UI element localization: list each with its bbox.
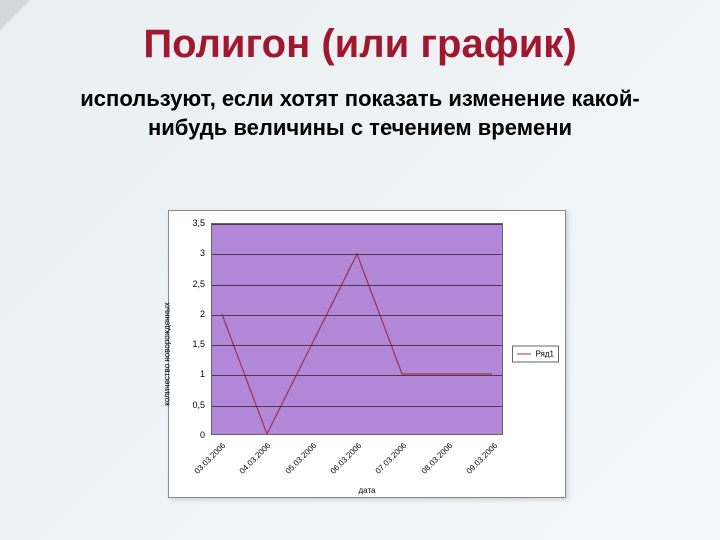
- x-tick-label: 09.03.2006: [465, 441, 500, 476]
- legend-label: Ряд1: [535, 350, 554, 359]
- grid-line: [212, 224, 502, 225]
- x-tick-label: 05.03.2006: [283, 441, 318, 476]
- grid-line: [212, 285, 502, 286]
- x-tick-label: 03.03.2006: [193, 441, 228, 476]
- plot-area: [211, 223, 503, 435]
- y-tick-label: 0: [177, 430, 205, 440]
- y-tick-label: 0,5: [177, 400, 205, 410]
- grid-line: [212, 375, 502, 376]
- grid-line: [212, 254, 502, 255]
- y-tick-label: 3,5: [177, 218, 205, 228]
- x-axis-label: дата: [359, 486, 376, 495]
- slide-corner-accent: [0, 0, 30, 30]
- data-path: [222, 254, 492, 434]
- x-tick-label: 04.03.2006: [238, 441, 273, 476]
- grid-line: [212, 406, 502, 407]
- x-tick-label: 07.03.2006: [374, 441, 409, 476]
- grid-line: [212, 345, 502, 346]
- chart-legend: Ряд1: [512, 346, 559, 363]
- y-tick-label: 2,5: [177, 279, 205, 289]
- x-tick-label: 08.03.2006: [419, 441, 454, 476]
- y-tick-label: 3: [177, 248, 205, 258]
- slide-subtitle: используют, если хотят показать изменени…: [0, 67, 720, 142]
- y-tick-label: 1,5: [177, 339, 205, 349]
- line-series: [212, 224, 502, 434]
- x-tick-label: 06.03.2006: [329, 441, 364, 476]
- y-tick-label: 2: [177, 309, 205, 319]
- y-axis-label: количество новорожденных: [163, 302, 172, 405]
- slide-title: Полигон (или график): [0, 0, 720, 67]
- y-tick-label: 1: [177, 369, 205, 379]
- grid-line: [212, 315, 502, 316]
- legend-swatch: [517, 353, 531, 355]
- chart-container: количество новорожденных дата Ряд1 00,51…: [168, 210, 566, 498]
